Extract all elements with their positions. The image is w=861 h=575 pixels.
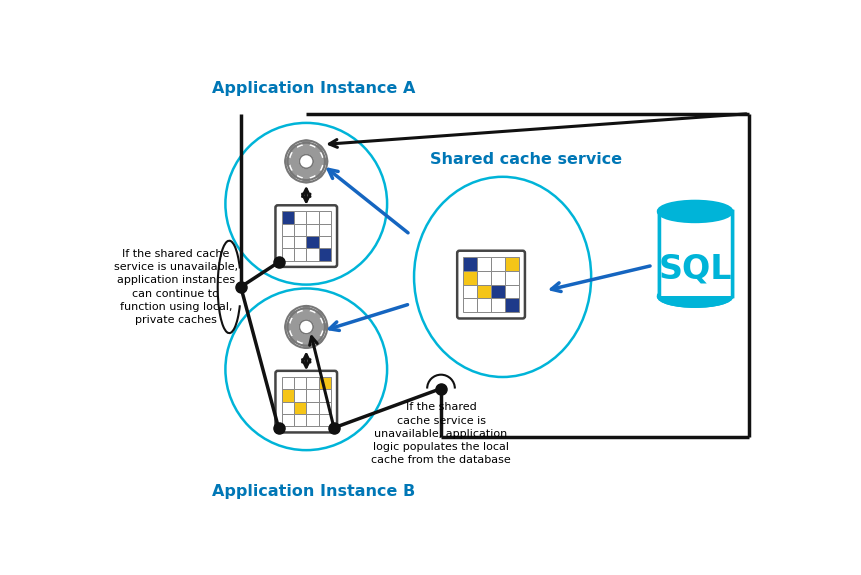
Bar (658, 212, 731, 296)
Text: If the shared cache
service is unavailable,
application instances
can continue t: If the shared cache service is unavailab… (114, 249, 238, 325)
Bar (491, 257, 505, 271)
Bar (306, 402, 319, 414)
Text: Application Instance B: Application Instance B (212, 484, 415, 499)
Bar (282, 224, 294, 236)
Bar (319, 402, 331, 414)
Bar (306, 224, 319, 236)
Text: Application Instance A: Application Instance A (212, 81, 415, 95)
Bar (319, 389, 331, 402)
Ellipse shape (658, 286, 731, 306)
Bar (306, 236, 319, 248)
Circle shape (315, 311, 322, 317)
Bar (306, 212, 319, 224)
Bar (463, 271, 477, 285)
Bar (477, 257, 491, 271)
Circle shape (315, 145, 322, 152)
Bar (294, 236, 306, 248)
Circle shape (302, 176, 309, 183)
Circle shape (302, 305, 309, 312)
Text: If the shared
cache service is
unavailable, application
logic populates the loca: If the shared cache service is unavailab… (371, 402, 511, 465)
Bar (463, 285, 477, 298)
Bar (294, 402, 306, 414)
Bar (282, 212, 294, 224)
Bar (477, 271, 491, 285)
Circle shape (320, 158, 327, 164)
Text: Shared cache service: Shared cache service (429, 152, 621, 167)
Bar (294, 248, 306, 260)
Bar (306, 414, 319, 426)
Bar (477, 298, 491, 312)
Bar (477, 285, 491, 298)
Circle shape (290, 145, 296, 152)
FancyBboxPatch shape (456, 251, 524, 319)
Circle shape (299, 320, 313, 334)
Bar (282, 377, 294, 389)
Circle shape (315, 336, 322, 343)
Bar (306, 248, 319, 260)
Bar (282, 389, 294, 402)
Bar (491, 298, 505, 312)
FancyBboxPatch shape (276, 371, 337, 432)
Circle shape (302, 140, 309, 147)
Bar (282, 414, 294, 426)
Bar (306, 389, 319, 402)
Bar (505, 257, 518, 271)
Bar (282, 236, 294, 248)
Bar (463, 257, 477, 271)
Circle shape (290, 312, 321, 342)
Circle shape (315, 171, 322, 178)
Circle shape (284, 158, 291, 164)
Bar (294, 389, 306, 402)
Bar (491, 271, 505, 285)
Bar (491, 285, 505, 298)
Circle shape (290, 336, 296, 343)
Circle shape (290, 311, 296, 317)
Bar (294, 414, 306, 426)
Ellipse shape (658, 201, 731, 221)
Circle shape (302, 342, 309, 348)
Bar (319, 224, 331, 236)
Circle shape (290, 171, 296, 178)
Bar (319, 236, 331, 248)
Circle shape (299, 155, 313, 168)
Circle shape (320, 324, 327, 330)
Bar (505, 285, 518, 298)
Circle shape (290, 146, 321, 177)
Bar (319, 377, 331, 389)
Circle shape (284, 324, 291, 330)
Bar (505, 271, 518, 285)
Bar (294, 224, 306, 236)
Bar (319, 212, 331, 224)
Bar (319, 248, 331, 260)
Bar (282, 248, 294, 260)
FancyBboxPatch shape (276, 205, 337, 267)
Text: SQL: SQL (658, 252, 731, 286)
Bar (505, 298, 518, 312)
Bar (294, 212, 306, 224)
Bar (282, 402, 294, 414)
Bar (306, 377, 319, 389)
Bar (463, 298, 477, 312)
Bar (294, 377, 306, 389)
Bar (319, 414, 331, 426)
